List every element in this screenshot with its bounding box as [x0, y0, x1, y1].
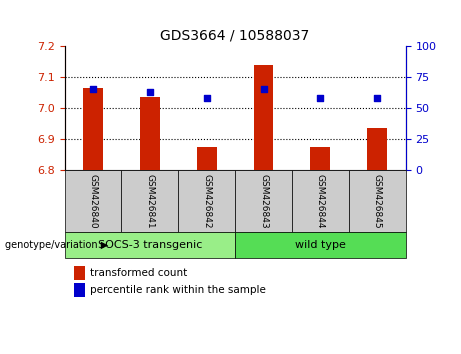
Point — [146, 89, 154, 95]
Point — [260, 86, 267, 92]
Bar — [254, 65, 273, 170]
Text: GSM426840: GSM426840 — [89, 173, 97, 228]
Text: transformed count: transformed count — [90, 268, 187, 278]
Point — [89, 86, 97, 92]
Point — [317, 95, 324, 101]
Bar — [310, 147, 331, 170]
Title: GDS3664 / 10588037: GDS3664 / 10588037 — [160, 28, 310, 42]
Text: percentile rank within the sample: percentile rank within the sample — [90, 285, 266, 295]
Text: GSM426845: GSM426845 — [373, 173, 382, 228]
Bar — [197, 147, 217, 170]
Text: SOCS-3 transgenic: SOCS-3 transgenic — [98, 240, 202, 250]
Bar — [140, 97, 160, 170]
Text: genotype/variation ▶: genotype/variation ▶ — [5, 240, 108, 250]
Point — [203, 95, 210, 101]
Text: wild type: wild type — [295, 240, 346, 250]
Bar — [83, 88, 103, 170]
Point — [373, 95, 381, 101]
Text: GSM426841: GSM426841 — [145, 173, 154, 228]
Text: GSM426843: GSM426843 — [259, 173, 268, 228]
Text: GSM426842: GSM426842 — [202, 174, 211, 228]
Bar — [367, 128, 387, 170]
Text: GSM426844: GSM426844 — [316, 174, 325, 228]
